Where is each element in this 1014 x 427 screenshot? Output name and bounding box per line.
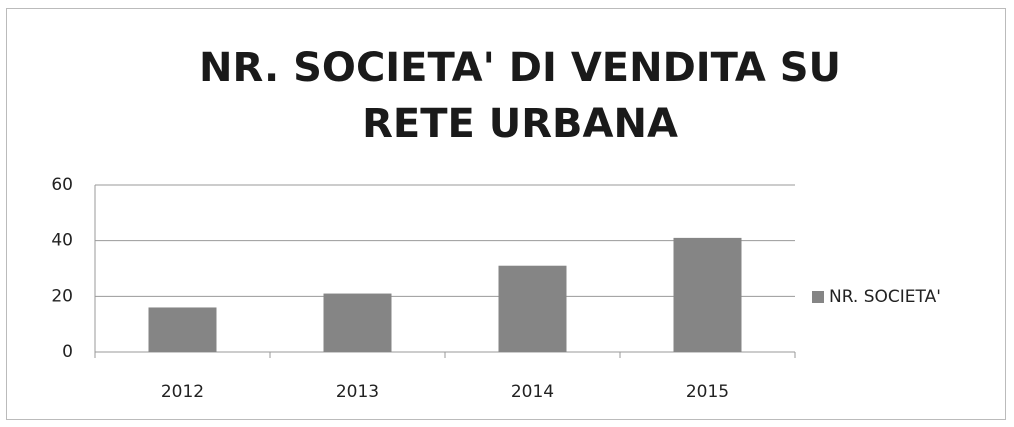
bar — [148, 307, 217, 352]
legend-swatch — [812, 291, 824, 303]
x-tick-label: 2014 — [511, 382, 554, 402]
y-tick-label: 20 — [51, 286, 73, 306]
x-tick-label: 2015 — [686, 382, 729, 402]
x-tick-label: 2012 — [161, 382, 204, 402]
bar — [323, 293, 392, 352]
legend-label: NR. SOCIETA' — [829, 287, 941, 307]
y-tick-label: 0 — [62, 342, 73, 362]
chart-frame — [6, 8, 1006, 420]
bar — [498, 265, 567, 352]
bar — [673, 237, 742, 352]
y-tick-label: 60 — [51, 175, 73, 195]
x-tick-label: 2013 — [336, 382, 379, 402]
y-tick-label: 40 — [51, 231, 73, 251]
chart-title: NR. SOCIETA' DI VENDITA SU RETE URBANA — [198, 45, 842, 147]
